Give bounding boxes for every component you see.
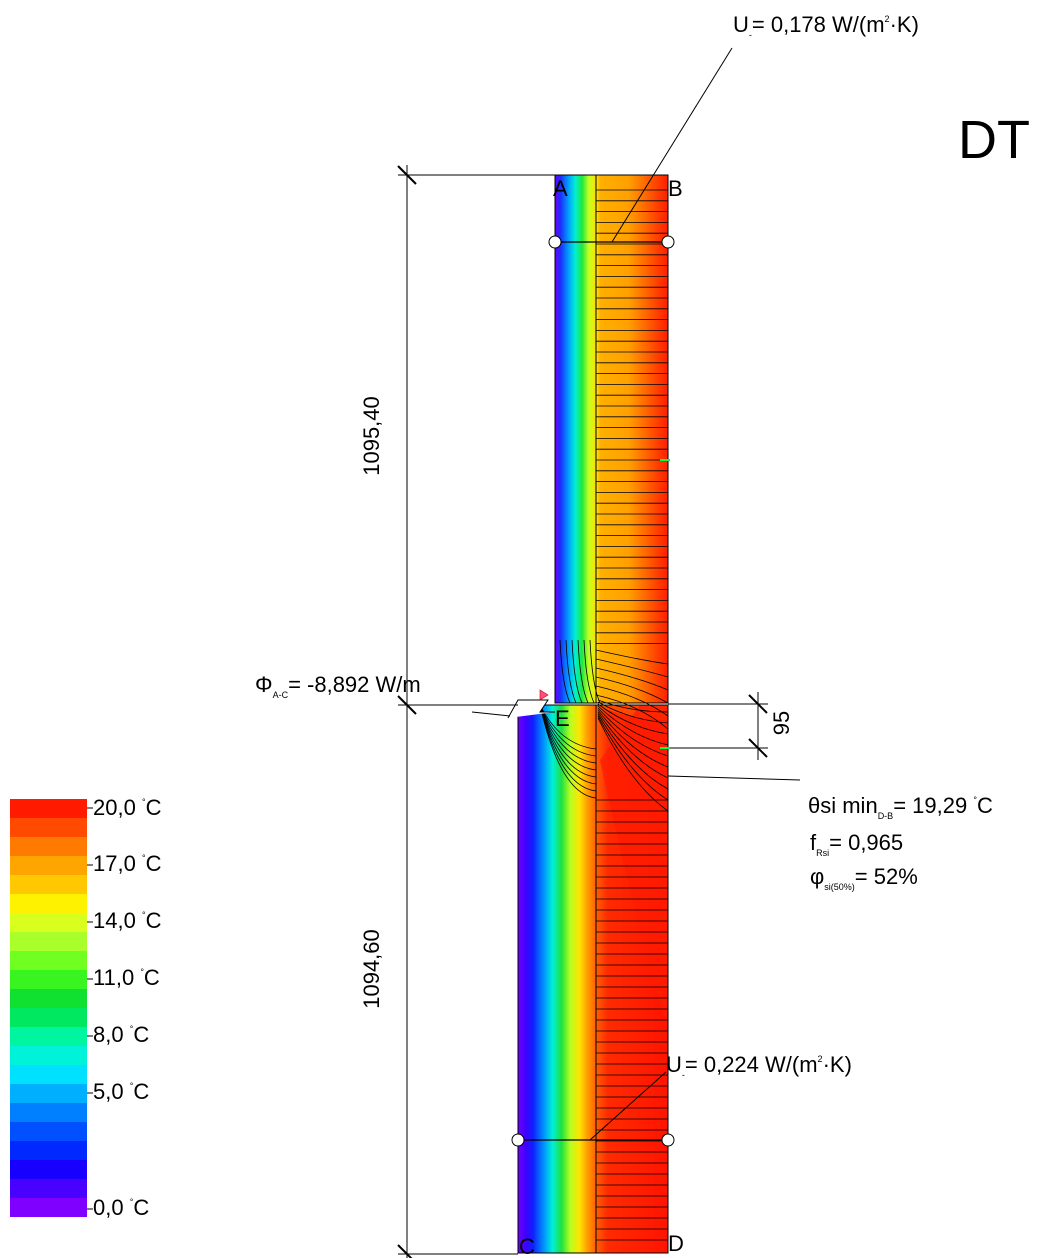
u-upper-left-marker bbox=[548, 235, 562, 249]
legend-swatch bbox=[10, 1084, 87, 1103]
legend-label-8: 8,0 °C bbox=[93, 1022, 150, 1047]
u-upper-right-marker bbox=[661, 235, 675, 249]
legend-label-14: 14,0 °C bbox=[93, 908, 162, 933]
legend-label-20: 20,0 °C bbox=[93, 795, 162, 820]
legend-swatch bbox=[10, 913, 87, 932]
heat-flow-line bbox=[595, 676, 669, 704]
u-upper-leader bbox=[611, 47, 733, 243]
heat-flow-line bbox=[595, 694, 669, 730]
heat-flow-line bbox=[571, 639, 583, 704]
point-c-label: C bbox=[519, 1234, 535, 1258]
legend-swatch bbox=[10, 1198, 87, 1217]
u-lower-leader bbox=[589, 1071, 667, 1141]
dim95-tick-top bbox=[748, 694, 768, 714]
heat-flow-line bbox=[589, 639, 601, 704]
dim-offset-label: 95 bbox=[769, 710, 795, 736]
heat-flow-line bbox=[539, 704, 597, 785]
heat-flow-line bbox=[597, 715, 669, 801]
theta-si-min: θsi minD-B= 19,29 °C bbox=[808, 793, 993, 821]
legend-swatch bbox=[10, 1122, 87, 1141]
legend-swatch bbox=[10, 1179, 87, 1198]
heat-flow-line bbox=[577, 639, 589, 704]
dim-lower-label: 1094,60 bbox=[358, 929, 384, 1009]
heat-flow-line bbox=[539, 704, 597, 764]
junction-ledge bbox=[507, 699, 555, 719]
legend-swatch bbox=[10, 1065, 87, 1084]
legend-swatch bbox=[10, 837, 87, 856]
upper-wall-outline bbox=[554, 174, 669, 704]
u-lower-left-marker bbox=[511, 1133, 525, 1147]
legend-swatch bbox=[10, 1046, 87, 1065]
heat-flow-line bbox=[597, 717, 669, 812]
legend-swatch bbox=[10, 894, 87, 913]
diagram-title: DT bbox=[958, 110, 1030, 170]
legend-swatch bbox=[10, 818, 87, 837]
f-rsi-value: fRsi= 0,965 bbox=[810, 830, 904, 858]
legend-swatch bbox=[10, 799, 87, 818]
legend-swatch bbox=[10, 1141, 87, 1160]
point-d-label: D bbox=[668, 1231, 684, 1256]
heat-flow-line bbox=[539, 704, 597, 757]
tick-mid bbox=[397, 695, 417, 715]
legend-swatch bbox=[10, 875, 87, 894]
heat-flow-line bbox=[565, 639, 577, 704]
flux-arrow bbox=[471, 711, 511, 717]
heat-flow-line bbox=[597, 713, 669, 790]
legend-label-11: 11,0 °C bbox=[93, 965, 160, 990]
isotherm-lines bbox=[539, 189, 669, 1241]
heat-flow-line bbox=[595, 658, 669, 678]
legend-label-5: 5,0 °C bbox=[93, 1079, 150, 1104]
heat-flow-line bbox=[595, 649, 669, 665]
heat-flow-line bbox=[597, 699, 669, 713]
heat-flow-line bbox=[539, 704, 597, 771]
legend-swatch bbox=[10, 989, 87, 1008]
upper-wall-field bbox=[555, 175, 668, 703]
tick-bottom bbox=[397, 1244, 413, 1258]
legend-swatch bbox=[10, 1103, 87, 1122]
heat-flow-line bbox=[539, 704, 597, 792]
u-lower-right-marker bbox=[661, 1133, 675, 1147]
heat-flux-value: ΦA-C= -8,892 W/m bbox=[255, 672, 421, 700]
legend-swatch bbox=[10, 970, 87, 989]
heat-flow-line bbox=[539, 704, 597, 799]
u-lower-value: U-= 0,224 W/(m2·K) bbox=[666, 1052, 852, 1080]
dim-upper-label: 1095,40 bbox=[358, 396, 384, 476]
legend-swatch bbox=[10, 856, 87, 875]
point-e-label: E bbox=[555, 706, 570, 731]
point-b-label: B bbox=[668, 176, 683, 201]
color-legend bbox=[10, 799, 87, 1217]
phi-si-value: φsi(50%)= 52% bbox=[810, 864, 918, 892]
lower-red-wedge bbox=[600, 705, 668, 1030]
heat-flow-line bbox=[583, 639, 595, 704]
heat-flow-line bbox=[539, 704, 597, 778]
legend-label-0: 0,0 °C bbox=[93, 1195, 150, 1220]
u-upper-value: U-= 0,178 W/(m2·K) bbox=[733, 12, 919, 40]
legend-swatch bbox=[10, 932, 87, 951]
dim95-tick-bottom bbox=[748, 738, 768, 758]
heat-flow-line bbox=[595, 667, 669, 691]
lower-wall-outline bbox=[517, 704, 669, 1254]
tick-top bbox=[397, 165, 417, 185]
legend-swatch bbox=[10, 951, 87, 970]
heat-flow-line bbox=[597, 703, 669, 735]
point-a-label: A bbox=[553, 176, 568, 201]
heat-flow-line bbox=[597, 711, 669, 779]
legend-swatch bbox=[10, 1027, 87, 1046]
heat-flow-line bbox=[595, 685, 669, 717]
theta-leader bbox=[667, 775, 801, 781]
junction-notch bbox=[539, 689, 549, 701]
heat-flow-line bbox=[597, 709, 669, 768]
legend-swatch bbox=[10, 1008, 87, 1027]
legend-ticks bbox=[87, 807, 93, 1210]
heat-flow-line bbox=[559, 639, 571, 704]
legend-swatch bbox=[10, 1160, 87, 1179]
heat-flow-line bbox=[597, 707, 669, 757]
legend-label-17: 17,0 °C bbox=[93, 851, 162, 876]
heat-flow-line bbox=[597, 705, 669, 746]
